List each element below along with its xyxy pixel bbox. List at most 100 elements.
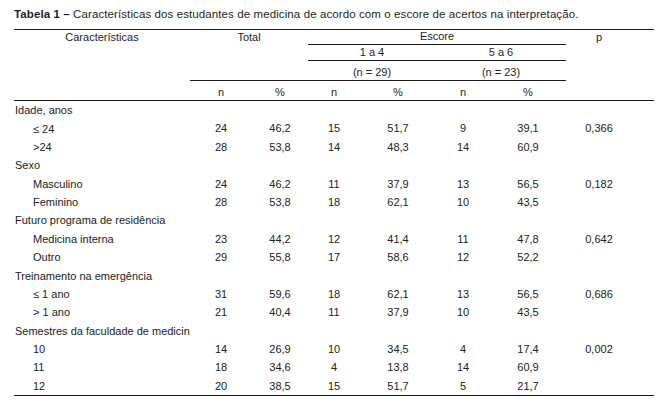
cell-total-n: 29: [190, 248, 252, 266]
cell-escore2-pct: 56,5: [490, 285, 566, 303]
cell-escore1-n: 17: [308, 248, 360, 266]
header-e2-n: n: [436, 86, 490, 100]
cell-p-value: 0,366: [566, 119, 632, 137]
cell-escore1-pct: 51,7: [360, 377, 436, 395]
cell-escore2-n: 4: [436, 340, 490, 358]
cell-escore1-pct: 13,8: [360, 358, 436, 376]
cell-escore1-pct: 34,5: [360, 340, 436, 358]
header-e1-pct: %: [360, 86, 436, 100]
cell-escore2-pct: 43,5: [490, 303, 566, 321]
cell-total-pct: 53,8: [252, 138, 308, 156]
cell-total-n: 31: [190, 285, 252, 303]
cell-escore2-pct: 56,5: [490, 175, 566, 193]
cell-escore2-pct: 17,4: [490, 340, 566, 358]
cell-escore1-pct: 48,3: [360, 138, 436, 156]
table-row: Futuro programa de residência: [14, 211, 654, 229]
cell-total-n: 23: [190, 230, 252, 248]
cell-escore2-pct: 60,9: [490, 358, 566, 376]
cell-escore1-n: 12: [308, 230, 360, 248]
cell-escore2-pct: 52,2: [490, 248, 566, 266]
table-row: 12 20 38,5 15 51,7 5 21,7: [14, 377, 654, 395]
cell-escore1-n: 10: [308, 340, 360, 358]
table-row: Masculino 24 46,2 11 37,9 13 56,5 0,182: [14, 175, 654, 193]
cell-total-pct: 26,9: [252, 340, 308, 358]
cell-escore2-pct: 60,9: [490, 138, 566, 156]
cell-escore2-n: 14: [436, 138, 490, 156]
cell-escore1-n: 11: [308, 303, 360, 321]
table-row: Idade, anos: [14, 101, 654, 119]
cell-escore2-pct: 21,7: [490, 377, 566, 395]
row-label: Masculino: [14, 178, 190, 190]
header-n29: (n = 29): [308, 66, 436, 81]
row-label: Medicina interna: [14, 233, 190, 245]
cell-escore2-n: 12: [436, 248, 490, 266]
table-row: ≤ 1 ano 31 59,6 18 62,1 13 56,5 0,686: [14, 285, 654, 303]
cell-total-n: 21: [190, 303, 252, 321]
cell-total-n: 28: [190, 193, 252, 211]
cell-p-value: 0,182: [566, 175, 632, 193]
cell-total-pct: 44,2: [252, 230, 308, 248]
cell-total-n: 24: [190, 175, 252, 193]
cell-escore1-n: 15: [308, 377, 360, 395]
table-row: Sexo: [14, 156, 654, 174]
cell-p-value: 0,002: [566, 340, 632, 358]
cell-escore1-n: 18: [308, 193, 360, 211]
table-body: Idade, anos ≤ 24 24 46,2 15 51,7 9 39,1: [14, 100, 654, 396]
cell-escore1-n: 15: [308, 119, 360, 137]
table-row: Feminino 28 53,8 18 62,1 10 43,5: [14, 193, 654, 211]
cell-total-pct: 46,2: [252, 175, 308, 193]
header-caracteristicas: Características: [14, 31, 190, 45]
table-row: Treinamento na emergência: [14, 266, 654, 284]
cell-escore1-pct: 41,4: [360, 230, 436, 248]
cell-escore2-pct: 43,5: [490, 193, 566, 211]
cell-escore2-n: 14: [436, 358, 490, 376]
cell-escore2-n: 13: [436, 285, 490, 303]
table-row: Semestres da faculdade de medicina: [14, 322, 654, 340]
cell-escore1-n: 18: [308, 285, 360, 303]
table-caption-text: Características dos estudantes de medici…: [73, 8, 578, 20]
cell-total-pct: 53,8: [252, 193, 308, 211]
cell-escore2-n: 5: [436, 377, 490, 395]
table-caption: Tabela 1 – Características dos estudante…: [14, 7, 654, 21]
row-label: 12: [14, 380, 190, 392]
cell-escore1-pct: 58,6: [360, 248, 436, 266]
header-e2-pct: %: [490, 86, 566, 100]
table-row: ≤ 24 24 46,2 15 51,7 9 39,1 0,366: [14, 119, 654, 137]
header-p: p: [566, 31, 632, 45]
row-label: ≤ 1 ano: [14, 288, 190, 300]
cell-escore1-n: 11: [308, 175, 360, 193]
cell-escore2-pct: 39,1: [490, 119, 566, 137]
header-total-n: n: [190, 86, 252, 100]
cell-escore2-n: 10: [436, 303, 490, 321]
row-label: Futuro programa de residência: [14, 214, 190, 226]
cell-p-value: 0,686: [566, 285, 632, 303]
table-row: Medicina interna 23 44,2 12 41,4 11 47,8…: [14, 230, 654, 248]
row-label: 10: [14, 343, 190, 355]
paper-page: Tabela 1 – Características dos estudante…: [0, 0, 662, 411]
cell-escore1-pct: 62,1: [360, 285, 436, 303]
table-header: Características Total Escore p 1 a 4 5 a…: [14, 30, 654, 100]
cell-escore2-n: 13: [436, 175, 490, 193]
cell-escore1-pct: 37,9: [360, 303, 436, 321]
table-row: 10 14 26,9 10 34,5 4 17,4 0,002: [14, 340, 654, 358]
row-label: Sexo: [14, 159, 190, 171]
characteristics-table: Características Total Escore p 1 a 4 5 a…: [14, 29, 654, 396]
row-label: Outro: [14, 251, 190, 263]
cell-escore2-pct: 47,8: [490, 230, 566, 248]
table-row: Outro 29 55,8 17 58,6 12 52,2: [14, 248, 654, 266]
cell-total-n: 28: [190, 138, 252, 156]
table-row: 11 18 34,6 4 13,8 14 60,9: [14, 358, 654, 376]
cell-escore2-n: 11: [436, 230, 490, 248]
row-label: Semestres da faculdade de medicina: [14, 325, 190, 337]
cell-escore1-n: 14: [308, 138, 360, 156]
row-label: Feminino: [14, 196, 190, 208]
row-label: ≤ 24: [14, 123, 190, 135]
row-label: > 1 ano: [14, 306, 190, 318]
cell-escore1-pct: 51,7: [360, 119, 436, 137]
table-row: > 1 ano 21 40,4 11 37,9 10 43,5: [14, 303, 654, 321]
cell-total-pct: 34,6: [252, 358, 308, 376]
cell-escore1-n: 4: [308, 358, 360, 376]
cell-total-n: 20: [190, 377, 252, 395]
cell-total-pct: 46,2: [252, 119, 308, 137]
table-row: >24 28 53,8 14 48,3 14 60,9: [14, 138, 654, 156]
